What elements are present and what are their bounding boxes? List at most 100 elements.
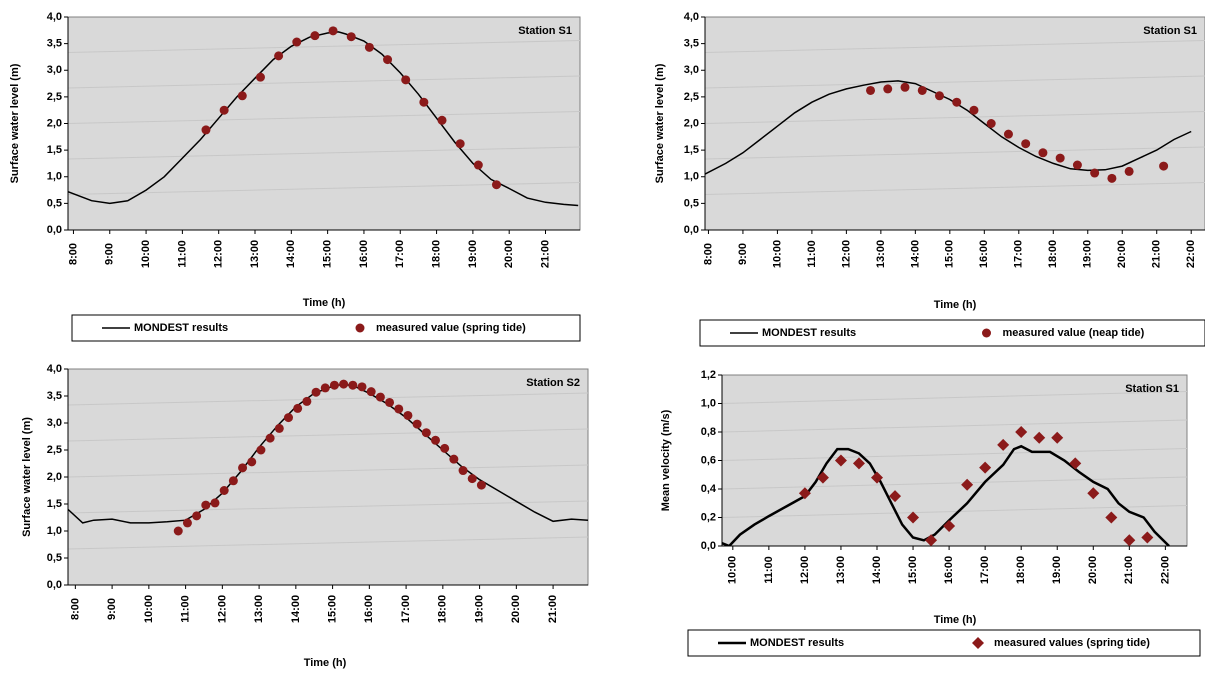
circle-marker — [1021, 139, 1030, 148]
circle-marker — [292, 38, 301, 47]
x-tick-label: 19:00 — [467, 240, 479, 268]
chart-panel: 0,00,51,01,52,02,53,03,54,08:009:0010:00… — [654, 11, 1205, 346]
x-tick-label: 10:00 — [140, 240, 152, 268]
x-tick-label: 17:00 — [394, 240, 406, 268]
y-tick-label: 1,0 — [701, 397, 716, 409]
x-tick-label: 14:00 — [871, 556, 883, 584]
x-tick-label: 11:00 — [806, 240, 818, 268]
circle-marker — [1159, 162, 1168, 171]
chart-panel: 0,00,51,01,52,02,53,03,54,08:009:0010:00… — [9, 11, 580, 341]
legend-label: measured value (neap tide) — [1003, 327, 1145, 339]
y-tick-label: 1,0 — [684, 171, 699, 183]
circle-marker — [438, 116, 447, 125]
y-tick-label: 0,0 — [47, 224, 62, 236]
y-tick-label: 3,5 — [47, 390, 62, 402]
x-tick-label: 21:00 — [1123, 556, 1135, 584]
x-tick-label: 8:00 — [67, 243, 79, 265]
circle-marker — [1073, 161, 1082, 170]
circle-marker — [347, 32, 356, 41]
x-tick-label: 22:00 — [1185, 240, 1197, 268]
y-tick-label: 3,0 — [684, 64, 699, 76]
x-tick-label: 11:00 — [176, 240, 188, 268]
x-tick-label: 19:00 — [1051, 556, 1063, 584]
circle-marker — [1090, 169, 1099, 178]
y-tick-label: 1,0 — [47, 525, 62, 537]
circle-marker — [220, 106, 229, 115]
x-tick-label: 17:00 — [400, 595, 412, 623]
x-tick-label: 15:00 — [944, 240, 956, 268]
legend-label: measured value (spring tide) — [376, 322, 526, 334]
y-tick-label: 0,0 — [47, 579, 62, 591]
x-tick-label: 17:00 — [1013, 240, 1025, 268]
y-tick-label: 2,0 — [47, 117, 62, 129]
y-tick-label: 0,5 — [684, 197, 699, 209]
circle-marker — [339, 380, 348, 389]
x-tick-label: 10:00 — [771, 240, 783, 268]
x-tick-label: 9:00 — [737, 243, 749, 265]
y-tick-label: 2,5 — [47, 91, 62, 103]
x-tick-label: 10:00 — [143, 595, 155, 623]
plot-area — [68, 369, 588, 585]
y-tick-label: 2,5 — [47, 444, 62, 456]
y-axis-label: Surface water level (m) — [21, 417, 33, 537]
chart-title: Station S1 — [518, 25, 572, 37]
x-tick-label: 12:00 — [840, 240, 852, 268]
circle-marker — [1125, 167, 1134, 176]
x-tick-label: 20:00 — [510, 595, 522, 623]
x-tick-label: 18:00 — [1015, 556, 1027, 584]
circle-marker — [422, 428, 431, 437]
circle-marker — [266, 434, 275, 443]
circle-marker — [201, 125, 210, 134]
circle-marker — [1038, 148, 1047, 157]
x-tick-label: 12:00 — [799, 556, 811, 584]
x-tick-label: 16:00 — [363, 595, 375, 623]
x-tick-label: 10:00 — [727, 556, 739, 584]
circle-marker — [401, 75, 410, 84]
x-tick-label: 18:00 — [1047, 240, 1059, 268]
circle-marker — [274, 51, 283, 60]
circle-marker — [210, 498, 219, 507]
y-tick-label: 1,5 — [47, 498, 62, 510]
y-tick-label: 1,2 — [701, 369, 716, 381]
y-tick-label: 2,5 — [684, 91, 699, 103]
y-tick-label: 1,5 — [47, 144, 62, 156]
x-tick-label: 12:00 — [216, 595, 228, 623]
circle-marker — [477, 481, 486, 490]
circle-marker — [348, 381, 357, 390]
y-tick-label: 2,0 — [684, 117, 699, 129]
circle-marker — [1004, 130, 1013, 139]
circle-marker — [952, 98, 961, 107]
circle-marker — [238, 91, 247, 100]
plot-area — [722, 375, 1187, 546]
x-tick-label: 15:00 — [907, 556, 919, 584]
x-tick-label: 21:00 — [1151, 240, 1163, 268]
circle-marker — [365, 43, 374, 52]
circle-marker — [449, 455, 458, 464]
circle-marker — [238, 463, 247, 472]
figure: 0,00,51,01,52,02,53,03,54,08:009:0010:00… — [0, 0, 1205, 673]
circle-marker — [419, 98, 428, 107]
x-tick-label: 19:00 — [473, 595, 485, 623]
circle-marker — [367, 387, 376, 396]
circle-marker — [1056, 154, 1065, 163]
circle-marker — [459, 466, 468, 475]
x-axis-label: Time (h) — [934, 614, 977, 626]
circle-marker — [468, 474, 477, 483]
chart-panel: 0,00,51,01,52,02,53,03,54,08:009:0010:00… — [21, 363, 588, 669]
x-tick-label: 15:00 — [322, 240, 334, 268]
x-tick-label: 16:00 — [943, 556, 955, 584]
y-tick-label: 0,4 — [701, 483, 717, 495]
x-tick-label: 12:00 — [213, 240, 225, 268]
x-tick-label: 17:00 — [979, 556, 991, 584]
legend-label: MONDEST results — [134, 322, 228, 334]
chart-title: Station S1 — [1143, 25, 1197, 37]
x-tick-label: 16:00 — [978, 240, 990, 268]
y-tick-label: 0,0 — [684, 224, 699, 236]
x-tick-label: 13:00 — [249, 240, 261, 268]
circle-marker — [935, 91, 944, 100]
circle-marker — [376, 393, 385, 402]
circle-marker — [312, 388, 321, 397]
x-tick-label: 19:00 — [1082, 240, 1094, 268]
y-tick-label: 0,2 — [701, 511, 716, 523]
